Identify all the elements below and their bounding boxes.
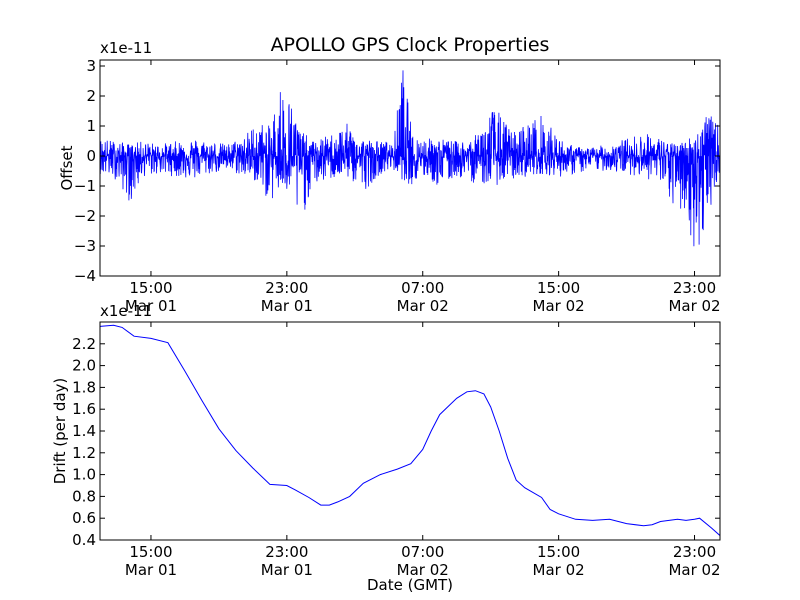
offset-x-tick-label-time: 07:00 (401, 279, 444, 297)
drift-x-tick-label-time: 07:00 (401, 543, 444, 561)
drift-axes-frame (99, 321, 721, 541)
offset-axes-frame (99, 59, 721, 277)
offset-x-tick-label-time: 23:00 (673, 279, 716, 297)
offset-y-tick-label: −1 (74, 177, 96, 195)
drift-y-tick-label: 0.8 (72, 487, 96, 505)
drift-x-tick-label-time: 15:00 (129, 543, 172, 561)
drift-x-tick-label-time: 23:00 (265, 543, 308, 561)
offset-y-tick-label: 2 (86, 87, 96, 105)
offset-y-tick-label: 0 (86, 147, 96, 165)
offset-plot-area (100, 70, 720, 247)
drift-x-tick-label-time: 23:00 (673, 543, 716, 561)
drift-x-tick-label-time: 15:00 (537, 543, 580, 561)
drift-x-tick-label-date: Mar 02 (668, 561, 720, 579)
drift-plot-area (100, 324, 720, 536)
drift-panel: 0.40.60.81.01.21.41.61.82.02.2 15:00Mar … (51, 302, 721, 594)
drift-x-tick-label-date: Mar 01 (261, 561, 313, 579)
drift-y-ticks: 0.4 0.6 0.8 1.0 1.2 1.4 1.6 1.8 2.0 2.2 (72, 335, 720, 549)
drift-y-tick-label: 1.2 (72, 444, 96, 462)
offset-x-tick-label-date: Mar 02 (397, 297, 449, 315)
offset-y-tick-label: 1 (86, 117, 96, 135)
offset-y-tick-label: 3 (86, 57, 96, 75)
offset-y-tick-label: −2 (74, 207, 96, 225)
offset-series-line (100, 70, 720, 247)
drift-x-tick-label-date: Mar 02 (397, 561, 449, 579)
drift-y-axis-label: Drift (per day) (51, 378, 69, 485)
drift-y-tick-label: 2.2 (72, 335, 96, 353)
offset-x-tick-label-date: Mar 01 (261, 297, 313, 315)
drift-series-line (100, 324, 720, 536)
chart-title: APOLLO GPS Clock Properties (271, 34, 550, 56)
drift-y-tick-label: 1.4 (72, 422, 96, 440)
offset-y-offset-text: x1e-11 (100, 39, 152, 57)
drift-x-axis-label: Date (GMT) (367, 576, 453, 594)
offset-x-tick-label-date: Mar 01 (125, 297, 177, 315)
drift-y-tick-label: 1.0 (72, 466, 96, 484)
offset-x-tick-label-date: Mar 02 (533, 297, 585, 315)
offset-x-tick-label-time: 23:00 (265, 279, 308, 297)
offset-x-tick-label-date: Mar 02 (668, 297, 720, 315)
drift-x-tick-label-date: Mar 01 (125, 561, 177, 579)
drift-y-tick-label: 0.6 (72, 509, 96, 527)
offset-x-tick-label-time: 15:00 (537, 279, 580, 297)
offset-y-axis-label: Offset (58, 145, 76, 190)
offset-y-tick-label: −4 (74, 267, 96, 285)
offset-y-tick-label: −3 (74, 237, 96, 255)
drift-y-tick-label: 1.8 (72, 378, 96, 396)
drift-y-tick-label: 2.0 (72, 357, 96, 375)
drift-y-tick-label: 1.6 (72, 400, 96, 418)
drift-x-tick-label-date: Mar 02 (533, 561, 585, 579)
offset-x-tick-label-time: 15:00 (129, 279, 172, 297)
drift-y-tick-label: 0.4 (72, 531, 96, 549)
offset-y-ticks: −4 −3 −2 −1 0 1 2 3 (74, 57, 720, 285)
drift-y-offset-text: x1e-11 (100, 302, 152, 320)
